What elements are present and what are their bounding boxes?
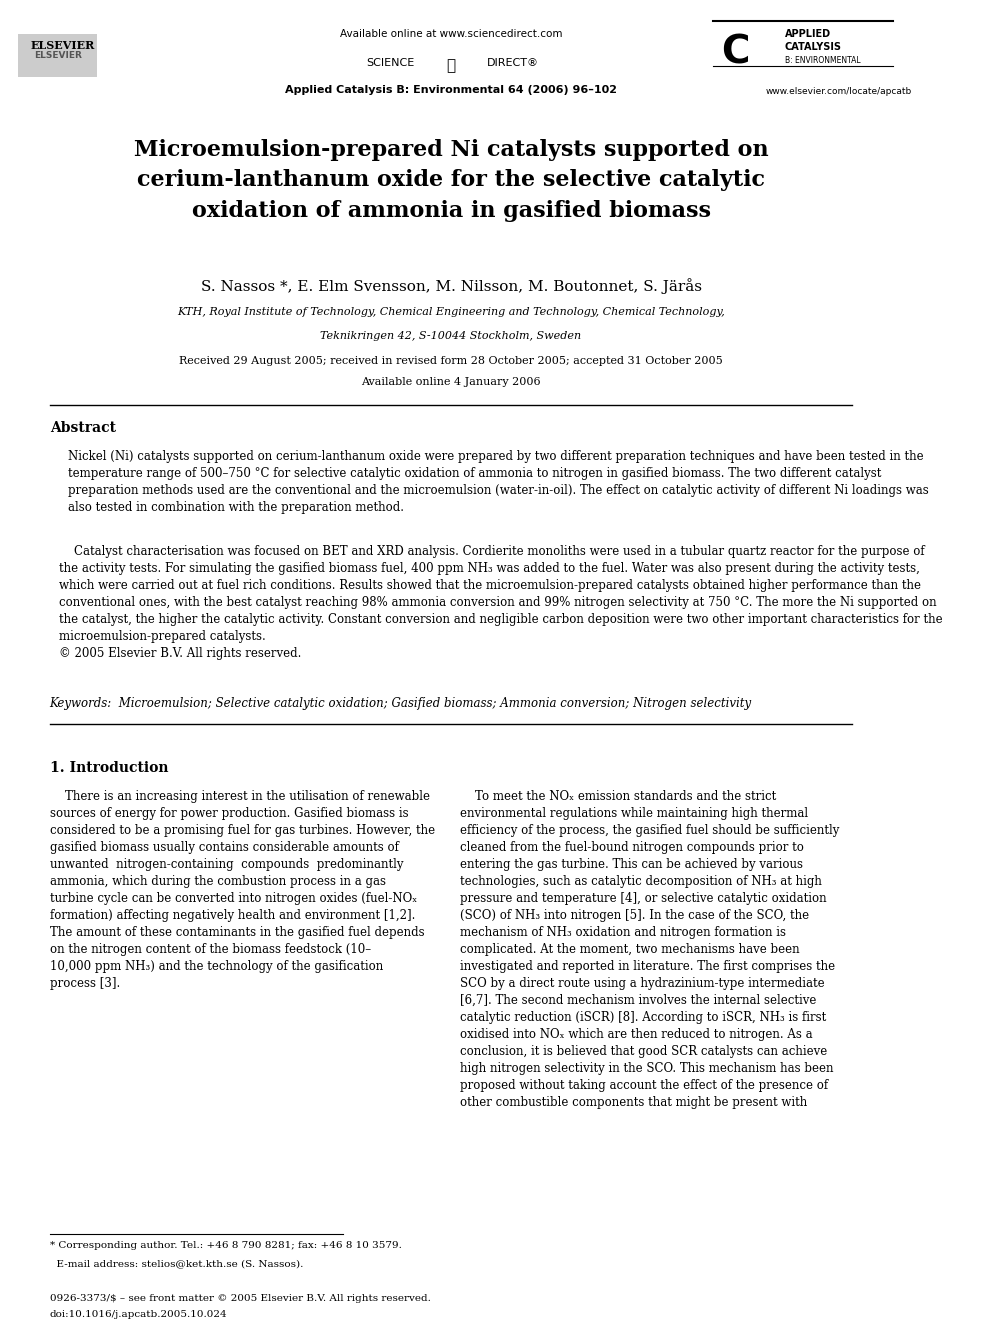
Text: Received 29 August 2005; received in revised form 28 October 2005; accepted 31 O: Received 29 August 2005; received in rev… — [180, 356, 723, 366]
Text: ELSEVIER: ELSEVIER — [31, 40, 95, 50]
Text: Applied Catalysis B: Environmental 64 (2006) 96–102: Applied Catalysis B: Environmental 64 (2… — [285, 85, 617, 95]
Text: There is an increasing interest in the utilisation of renewable
sources of energ: There is an increasing interest in the u… — [50, 790, 434, 990]
Text: C: C — [721, 33, 749, 71]
Text: APPLIED: APPLIED — [785, 29, 831, 40]
Text: Available online 4 January 2006: Available online 4 January 2006 — [361, 377, 541, 388]
Text: Nickel (Ni) catalysts supported on cerium-lanthanum oxide were prepared by two d: Nickel (Ni) catalysts supported on ceriu… — [67, 450, 929, 513]
Text: Teknikringen 42, S-10044 Stockholm, Sweden: Teknikringen 42, S-10044 Stockholm, Swed… — [320, 331, 581, 341]
Text: KTH, Royal Institute of Technology, Chemical Engineering and Technology, Chemica: KTH, Royal Institute of Technology, Chem… — [178, 307, 725, 318]
Text: SCIENCE: SCIENCE — [367, 58, 415, 69]
Bar — [18, 34, 97, 77]
Text: doi:10.1016/j.apcatb.2005.10.024: doi:10.1016/j.apcatb.2005.10.024 — [50, 1310, 227, 1319]
Text: Available online at www.sciencedirect.com: Available online at www.sciencedirect.co… — [340, 29, 562, 40]
Text: Abstract: Abstract — [50, 421, 116, 435]
Text: ELSEVIER: ELSEVIER — [34, 52, 81, 60]
Text: CATALYSIS: CATALYSIS — [785, 42, 842, 53]
Text: To meet the NOₓ emission standards and the strict
environmental regulations whil: To meet the NOₓ emission standards and t… — [460, 790, 839, 1109]
Text: 0926-3373/$ – see front matter © 2005 Elsevier B.V. All rights reserved.: 0926-3373/$ – see front matter © 2005 El… — [50, 1294, 431, 1303]
Text: B: ENVIRONMENTAL: B: ENVIRONMENTAL — [785, 56, 860, 65]
Text: 1. Introduction: 1. Introduction — [50, 761, 168, 775]
Text: Microemulsion-prepared Ni catalysts supported on
cerium-lanthanum oxide for the : Microemulsion-prepared Ni catalysts supp… — [134, 139, 769, 222]
Text: Keywords:  Microemulsion; Selective catalytic oxidation; Gasified biomass; Ammon: Keywords: Microemulsion; Selective catal… — [50, 697, 752, 710]
Text: www.elsevier.com/locate/apcatb: www.elsevier.com/locate/apcatb — [766, 87, 912, 97]
Text: S. Nassos *, E. Elm Svensson, M. Nilsson, M. Boutonnet, S. Järås: S. Nassos *, E. Elm Svensson, M. Nilsson… — [200, 278, 701, 294]
Text: * Corresponding author. Tel.: +46 8 790 8281; fax: +46 8 10 3579.: * Corresponding author. Tel.: +46 8 790 … — [50, 1241, 402, 1250]
Text: Catalyst characterisation was focused on BET and XRD analysis. Cordierite monoli: Catalyst characterisation was focused on… — [59, 545, 942, 660]
Text: DIRECT®: DIRECT® — [487, 58, 539, 69]
Text: E-mail address: stelios@ket.kth.se (S. Nassos).: E-mail address: stelios@ket.kth.se (S. N… — [50, 1259, 303, 1269]
Text: ⓐ: ⓐ — [446, 58, 455, 73]
